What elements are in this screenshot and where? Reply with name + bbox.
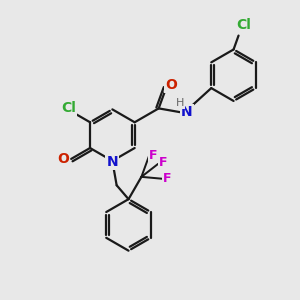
Text: N: N [106, 155, 118, 169]
Text: F: F [163, 172, 171, 185]
Text: O: O [165, 78, 177, 92]
Text: Cl: Cl [236, 18, 251, 32]
Text: Cl: Cl [61, 101, 76, 116]
Text: O: O [57, 152, 69, 166]
Text: F: F [149, 148, 158, 162]
Text: H: H [176, 98, 184, 108]
Text: N: N [181, 105, 193, 119]
Text: F: F [159, 157, 167, 169]
